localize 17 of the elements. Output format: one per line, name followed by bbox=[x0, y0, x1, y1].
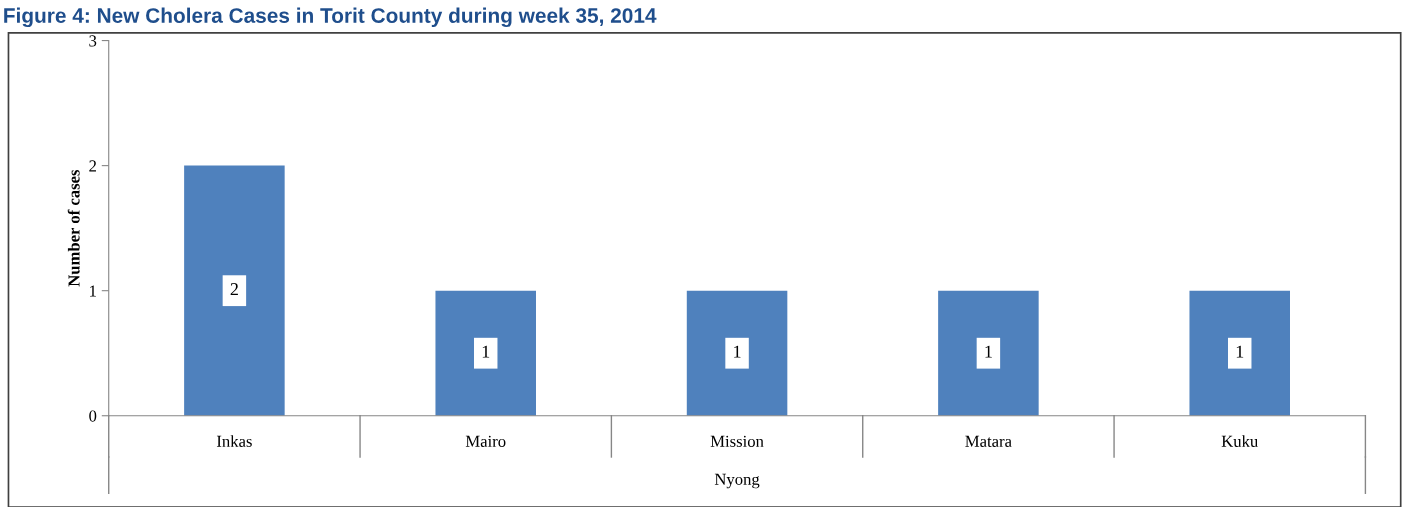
x-tick-label: Inkas bbox=[216, 435, 252, 447]
y-tick-label: 0 bbox=[89, 410, 97, 422]
x-tick-label: Matara bbox=[965, 435, 1012, 447]
y-axis-title: Number of cases bbox=[67, 169, 80, 287]
x-tick-label: Kuku bbox=[1221, 435, 1258, 447]
x-tick-label: Mission bbox=[710, 435, 764, 447]
data-label: 1 bbox=[985, 345, 992, 358]
x-tick-label: Mairo bbox=[465, 435, 506, 447]
chart-title: Figure 4: New Cholera Cases in Torit County during week 35, 2014 bbox=[4, 7, 657, 28]
y-tick-label: 3 bbox=[89, 35, 97, 47]
y-tick-label: 1 bbox=[90, 285, 96, 297]
data-label: 1 bbox=[482, 345, 490, 358]
data-label: 1 bbox=[734, 345, 741, 358]
data-label: 2 bbox=[230, 283, 238, 296]
y-tick-label: 2 bbox=[89, 160, 96, 172]
data-label: 1 bbox=[1236, 345, 1244, 358]
x-axis-title: Nyong bbox=[714, 473, 760, 489]
